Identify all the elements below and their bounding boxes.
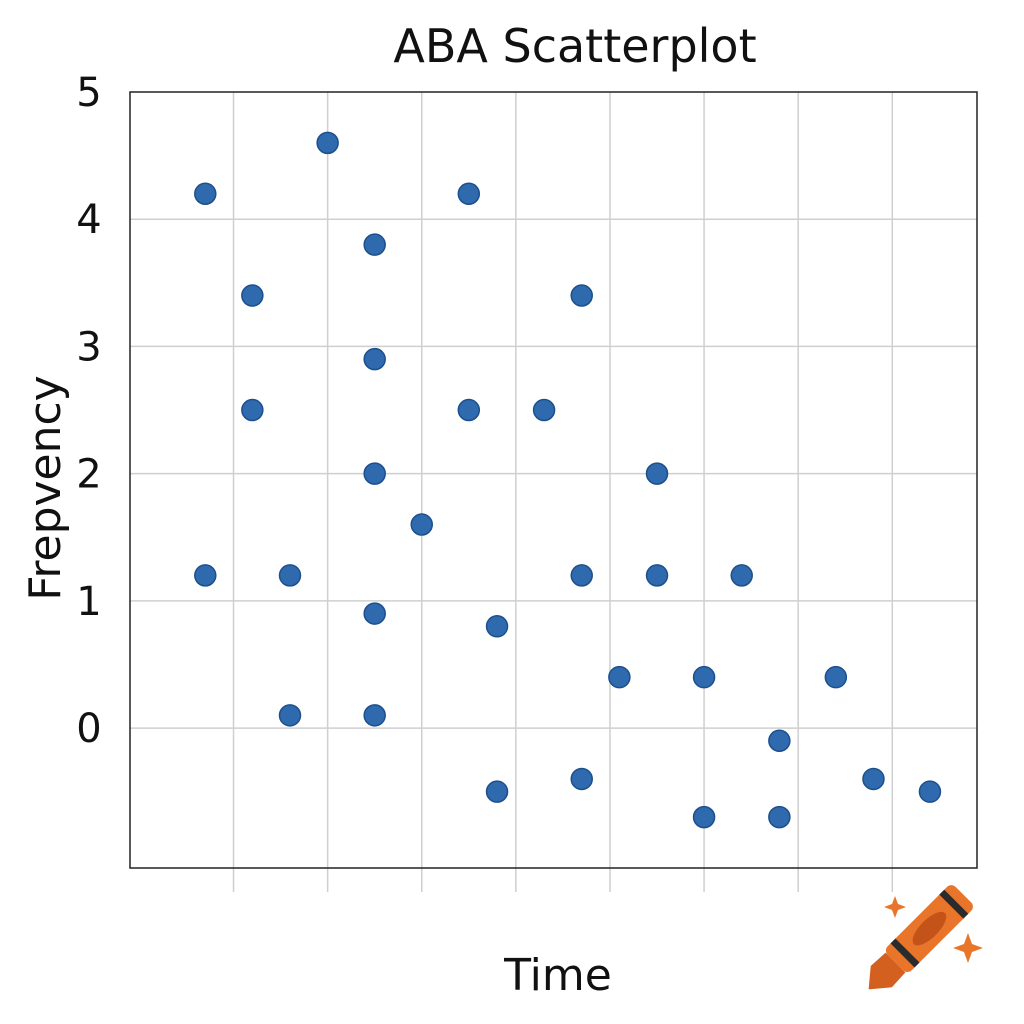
data-point — [570, 284, 593, 307]
data-point — [862, 767, 885, 791]
data-point — [410, 513, 433, 536]
data-point — [645, 462, 669, 485]
y-tick-label: 4 — [76, 197, 101, 243]
data-point — [485, 615, 509, 638]
data-point — [363, 462, 386, 485]
data-point — [692, 805, 716, 829]
data-point — [768, 805, 791, 829]
data-point — [278, 704, 302, 727]
data-point — [457, 182, 481, 206]
x-axis-label: Time — [503, 950, 612, 1001]
data-point — [768, 729, 791, 753]
data-point — [457, 398, 481, 422]
y-tick-label: 2 — [76, 452, 101, 498]
y-tick-label: 1 — [76, 579, 101, 625]
data-point — [363, 704, 386, 727]
sparkle-icon — [953, 933, 983, 963]
data-point — [194, 182, 217, 206]
data-point — [241, 398, 264, 422]
data-point — [918, 780, 942, 803]
data-point — [241, 284, 264, 307]
y-tick-label: 3 — [76, 324, 101, 370]
y-axis-tick-labels: 0 1 2 3 4 5 — [76, 70, 101, 752]
data-point — [730, 564, 753, 587]
data-point — [485, 780, 509, 803]
data-points — [194, 131, 942, 829]
data-point — [608, 665, 631, 689]
data-point — [532, 398, 556, 422]
data-point — [363, 347, 386, 371]
data-point — [692, 665, 716, 689]
data-point — [570, 767, 593, 791]
data-point — [278, 564, 302, 587]
y-tick-label: 5 — [76, 70, 101, 116]
data-point — [570, 564, 593, 587]
data-point — [645, 564, 669, 587]
grid-lines — [130, 92, 977, 892]
sparkle-icon — [884, 896, 906, 918]
data-point — [824, 665, 848, 689]
crayon-icon — [868, 885, 983, 990]
data-point — [363, 233, 386, 256]
plot-frame — [129, 91, 978, 869]
data-point — [316, 131, 339, 155]
chart-title: ABA Scatterplot — [393, 19, 756, 73]
crayon-tip — [868, 952, 906, 990]
y-tick-label: 0 — [76, 706, 101, 752]
data-point — [194, 564, 217, 587]
y-axis-label: Frepvency — [20, 375, 71, 600]
data-point — [363, 602, 386, 625]
